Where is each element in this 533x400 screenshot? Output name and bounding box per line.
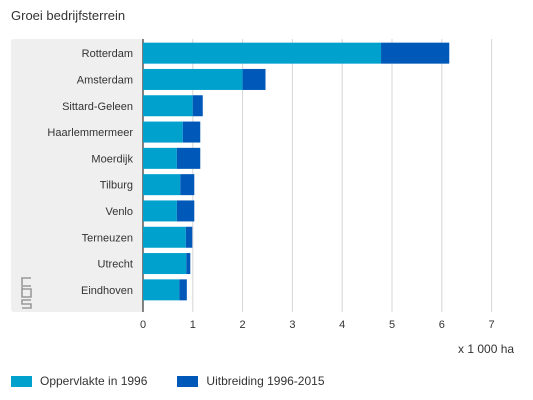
bar-amsterdam-s1 — [242, 68, 266, 90]
legend-item-uitbreiding: Uitbreiding 1996-2015 — [177, 374, 325, 388]
category-label: Rotterdam — [82, 48, 133, 60]
bar-terneuzen-s1 — [185, 226, 193, 248]
tick-labels: 0 1 2 3 4 5 6 7 — [140, 319, 495, 331]
x-tick-label: 6 — [439, 319, 445, 331]
category-label: Terneuzen — [82, 232, 133, 244]
x-tick-label: 5 — [389, 319, 395, 331]
x-tick-label: 1 — [190, 319, 196, 331]
category-labels: Rotterdam Amsterdam Sittard-Geleen Haarlemm… — [47, 48, 133, 297]
category-label: Sittard-Geleen — [62, 101, 133, 113]
bar-eindhoven-s0 — [143, 279, 180, 301]
bar-venlo-s0 — [143, 200, 177, 222]
x-tick-label: 0 — [140, 319, 146, 331]
chart-title: Groei bedrijfsterrein — [11, 8, 126, 23]
bar-eindhoven-s1 — [179, 279, 187, 301]
bar-rotterdam-s1 — [381, 42, 450, 64]
bar-sittard-geleen-s1 — [192, 95, 203, 117]
legend-label-1996: Oppervlakte in 1996 — [40, 374, 148, 388]
category-label: Amsterdam — [77, 74, 133, 86]
plot-background — [11, 39, 143, 312]
x-tick-label: 7 — [489, 319, 495, 331]
bar-haarlemmermeer-s1 — [182, 121, 201, 143]
logo-c — [21, 277, 31, 287]
legend-swatch-uitbreiding — [177, 375, 199, 387]
legend: Oppervlakte in 1996 Uitbreiding 1996-201… — [11, 374, 325, 388]
x-tick-label: 4 — [339, 319, 345, 331]
bar-terneuzen-s0 — [143, 226, 186, 248]
bar-amsterdam-s0 — [143, 68, 243, 90]
category-label: Tilburg — [100, 180, 133, 192]
legend-swatch-1996 — [11, 375, 32, 387]
bar-moerdijk-s1 — [176, 147, 201, 169]
cbs-logo-icon — [21, 277, 32, 309]
category-label: Venlo — [105, 206, 133, 218]
bars — [143, 42, 450, 301]
category-label: Eindhoven — [81, 285, 133, 297]
x-tick-label: 3 — [289, 319, 295, 331]
label-area-background — [11, 39, 143, 312]
bar-utrecht-s0 — [143, 253, 187, 275]
bar-tilburg-s0 — [143, 174, 181, 196]
category-label: Utrecht — [98, 259, 133, 271]
logo-b — [21, 287, 32, 298]
category-label: Moerdijk — [91, 153, 133, 165]
legend-label-uitbreiding: Uitbreiding 1996-2015 — [206, 374, 325, 388]
bar-tilburg-s1 — [180, 174, 195, 196]
bar-venlo-s1 — [176, 200, 195, 222]
bar-moerdijk-s0 — [143, 147, 177, 169]
bar-sittard-geleen-s0 — [143, 95, 193, 117]
logo-s — [21, 299, 32, 309]
x-axis-unit-label: x 1 000 ha — [458, 342, 515, 356]
bar-haarlemmermeer-s0 — [143, 121, 183, 143]
legend-item-1996: Oppervlakte in 1996 — [11, 374, 147, 388]
category-label: Haarlemmermeer — [47, 127, 133, 139]
bar-utrecht-s1 — [186, 253, 191, 275]
x-tick-label: 2 — [240, 319, 246, 331]
bar-rotterdam-s0 — [143, 42, 382, 64]
